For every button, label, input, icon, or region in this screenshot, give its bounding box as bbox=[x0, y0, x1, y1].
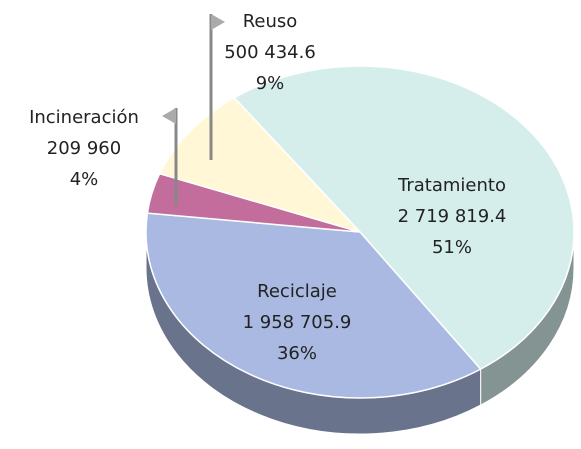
slice bbox=[145, 212, 482, 399]
percent-label: 51% bbox=[432, 237, 472, 258]
category-label: Reuso bbox=[243, 11, 298, 32]
value-label: 1 958 705.9 bbox=[243, 312, 352, 333]
percent-label: 36% bbox=[277, 343, 317, 364]
slice bbox=[233, 65, 575, 371]
labels: Tratamiento 2 719 819.4 51% Reciclaje 1 958 … bbox=[29, 11, 506, 364]
value-label: 2 719 819.4 bbox=[398, 206, 507, 227]
value-label: 500 434.6 bbox=[224, 42, 316, 63]
value-label: 209 960 bbox=[47, 138, 121, 159]
percent-label: 4% bbox=[70, 169, 99, 190]
category-label: Reciclaje bbox=[257, 281, 337, 302]
flag bbox=[162, 108, 176, 124]
category-label: Tratamiento bbox=[397, 175, 506, 196]
percent-label: 9% bbox=[256, 73, 285, 94]
flag bbox=[211, 14, 225, 30]
flags bbox=[162, 14, 225, 206]
category-label: Incineración bbox=[29, 107, 139, 128]
